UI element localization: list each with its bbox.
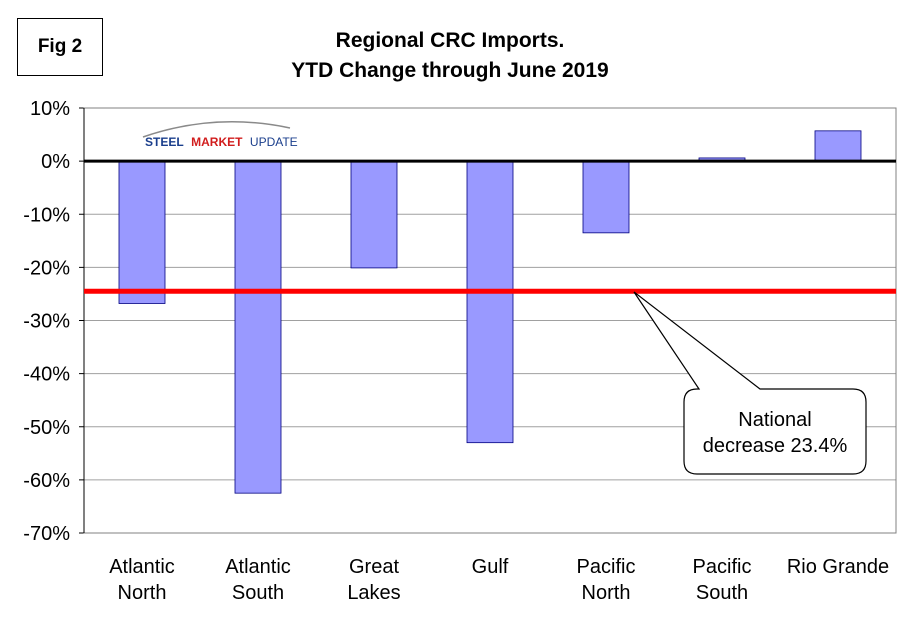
chart-title-block: Regional CRC Imports. YTD Change through… [200,26,700,86]
y-tick-label: -70% [23,523,70,545]
y-tick-label: -20% [23,257,70,279]
x-category-label: Pacific [693,556,752,578]
x-category-label: South [696,582,748,604]
x-category-label: Pacific [577,556,636,578]
logo-text-update: UPDATE [250,135,298,149]
bar [118,160,166,304]
bar [582,160,630,234]
y-tick-label: 0% [41,151,70,173]
bars [118,130,862,494]
x-category-label: North [118,582,167,604]
bar [814,130,862,162]
svg-text:STEEL MARKET UPDAT: STEEL MARKET UPDATE [145,133,298,150]
logo-text-steel: STEEL [145,135,184,149]
figure-label: Fig 2 [17,18,103,76]
logo-text-market: MARKET [191,135,243,149]
x-category-label: North [582,582,631,604]
y-tick-label: -10% [23,204,70,226]
x-category-label: Atlantic [109,556,175,578]
y-tick-label: -40% [23,364,70,386]
y-tick-label: 10% [30,98,70,120]
callout-line-1: National [738,409,811,431]
bar [350,160,398,269]
axes [79,107,897,534]
y-tick-label: -30% [23,311,70,333]
x-category-label: Lakes [347,582,400,604]
tick-labels: 10% 0% -10% -20% -30% -40% -50% -60% -70% Atlanti… [23,98,889,604]
callout-bubble [633,291,867,475]
x-category-label: South [232,582,284,604]
x-category-label: Great [349,556,399,578]
y-tick-label: -50% [23,417,70,439]
steel-market-update-logo: STEEL MARKET UPDATE [142,121,298,150]
x-category-label: Atlantic [225,556,291,578]
y-tick-label: -60% [23,470,70,492]
bar [234,160,282,494]
x-category-label: Gulf [472,556,509,578]
x-category-label: Rio Grande [787,556,889,578]
chart-subtitle: YTD Change through June 2019 [291,59,609,82]
callout-line-2: decrease 23.4% [703,435,848,457]
bar [466,160,514,444]
chart-title: Regional CRC Imports. [335,29,565,52]
national-decrease-callout: National decrease 23.4% [633,291,867,475]
